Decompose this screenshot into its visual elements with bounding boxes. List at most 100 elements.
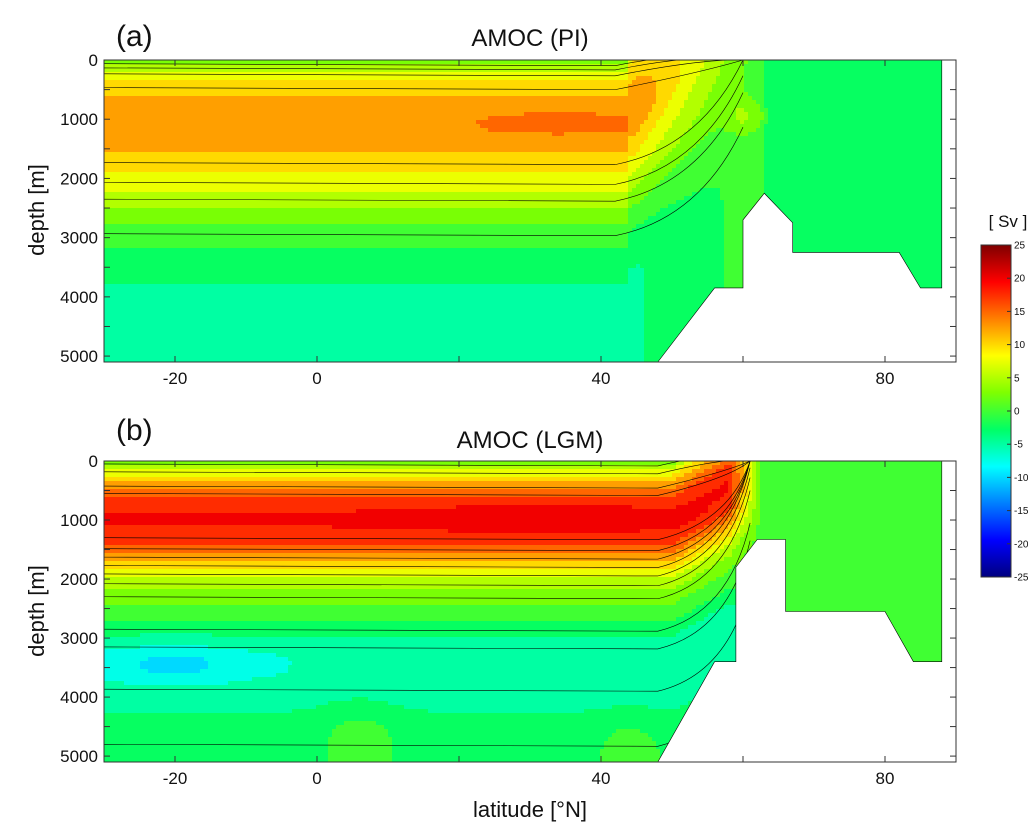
heatmap-cell [188,88,193,93]
heatmap-cell [104,104,109,109]
heatmap-cell [236,144,241,149]
heatmap-cell [684,104,689,109]
heatmap-cell [628,92,633,97]
heatmap-cell [188,60,193,65]
heatmap-cell [328,84,333,89]
heatmap-cell [548,68,553,73]
heatmap-cell [388,152,393,157]
heatmap-cell [936,96,941,101]
heatmap-cell [288,140,293,145]
heatmap-cell [708,92,713,97]
heatmap-cell [420,108,425,113]
heatmap-cell [876,148,881,153]
heatmap-cell [292,112,297,117]
heatmap-cell [672,108,677,113]
heatmap-cell [688,104,693,109]
heatmap-cell [128,136,133,141]
heatmap-cell [868,112,873,117]
heatmap-cell [808,64,813,69]
heatmap-cell [648,136,653,141]
heatmap-cell [524,120,529,125]
heatmap-cell [692,144,697,149]
heatmap-cell [620,100,625,105]
heatmap-cell [168,124,173,129]
heatmap-cell [316,96,321,101]
heatmap-cell [360,96,365,101]
heatmap-cell [500,120,505,125]
heatmap-cell [292,96,297,101]
heatmap-cell [696,80,701,85]
heatmap-cell [324,76,329,81]
heatmap-cell [288,124,293,129]
heatmap-cell [928,60,933,65]
heatmap-cell [804,132,809,137]
heatmap-cell [308,72,313,77]
heatmap-cell [204,140,209,145]
heatmap-cell [368,60,373,65]
heatmap-cell [508,60,513,65]
heatmap-cell [540,92,545,97]
heatmap-cell [176,132,181,137]
heatmap-cell [440,92,445,97]
heatmap-cell [868,108,873,113]
heatmap-cell [356,100,361,105]
heatmap-cell [824,88,829,93]
heatmap-cell [640,108,645,113]
heatmap-cell [652,88,657,93]
heatmap-cell [796,120,801,125]
heatmap-cell [340,104,345,109]
heatmap-cell [388,60,393,65]
heatmap-cell [496,96,501,101]
heatmap-cell [652,84,657,89]
heatmap-cell [112,148,117,153]
heatmap-cell [196,152,201,157]
heatmap-cell [460,120,465,125]
heatmap-cell [624,76,629,81]
heatmap-cell [308,120,313,125]
heatmap-cell [412,92,417,97]
heatmap-cell [500,84,505,89]
heatmap-cell [600,132,605,137]
heatmap-cell [804,84,809,89]
heatmap-cell [556,128,561,133]
heatmap-cell [780,136,785,141]
heatmap-cell [792,144,797,149]
heatmap-cell [340,148,345,153]
heatmap-cell [536,80,541,85]
heatmap-cell [692,76,697,81]
heatmap-cell [240,116,245,121]
heatmap-cell [884,140,889,145]
heatmap-cell [644,64,649,69]
heatmap-cell [364,64,369,69]
heatmap-cell [368,64,373,69]
heatmap-cell [344,80,349,85]
heatmap-cell [764,72,769,77]
heatmap-cell [440,152,445,157]
heatmap-cell [184,108,189,113]
heatmap-cell [624,116,629,121]
heatmap-cell [468,104,473,109]
heatmap-cell [732,104,737,109]
heatmap-cell [348,152,353,157]
heatmap-cell [396,140,401,145]
heatmap-cell [136,148,141,153]
heatmap-cell [160,140,165,145]
heatmap-cell [840,96,845,101]
heatmap-cell [332,108,337,113]
heatmap-cell [516,148,521,153]
heatmap-cell [700,64,705,69]
heatmap-cell [460,124,465,129]
heatmap-cell [904,112,909,117]
heatmap-cell [604,72,609,77]
heatmap-cell [856,148,861,153]
heatmap-cell [272,132,277,137]
heatmap-cell [240,144,245,149]
heatmap-cell [872,132,877,137]
heatmap-cell [392,88,397,93]
heatmap-cell [836,72,841,77]
heatmap-cell [720,76,725,81]
heatmap-cell [464,84,469,89]
heatmap-cell [764,116,769,121]
heatmap-cell [360,84,365,89]
heatmap-cell [920,104,925,109]
